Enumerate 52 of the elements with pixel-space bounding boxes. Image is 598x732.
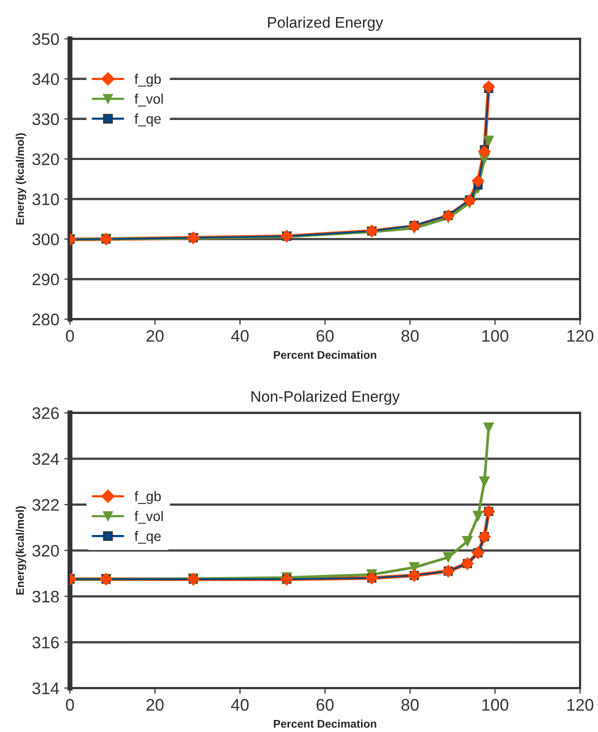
y-tick-label: 314 <box>32 682 60 694</box>
y-axis-title: Energy (kcal/mol) <box>16 133 26 225</box>
y-tick-label: 320 <box>32 153 59 166</box>
point <box>479 476 490 487</box>
point <box>472 174 484 188</box>
y-tick-label: 340 <box>32 73 59 86</box>
x-tick-label: 60 <box>316 330 334 342</box>
x-tick-label: 120 <box>567 330 594 342</box>
point <box>463 194 476 207</box>
point <box>478 145 491 158</box>
y-tick-label: 330 <box>32 113 59 126</box>
point <box>408 220 421 233</box>
point <box>483 136 494 146</box>
point <box>482 80 495 94</box>
legend-label: f_vol <box>134 510 163 524</box>
x-tick-label: 40 <box>231 698 249 711</box>
x-axis-title: Percent Decimation <box>274 350 376 359</box>
y-tick-label: 320 <box>32 544 59 557</box>
legend-label: f_qe <box>134 114 161 126</box>
x-tick-label: 60 <box>316 698 334 711</box>
y-tick-label: 350 <box>32 33 59 45</box>
y-tick-label: 310 <box>32 193 59 206</box>
x-tick-label: 0 <box>66 330 74 342</box>
x-tick-label: 0 <box>66 698 74 711</box>
x-tick-label: 80 <box>401 698 419 711</box>
chart-title: Polarized Energy <box>268 16 384 31</box>
point <box>472 510 484 522</box>
point <box>443 552 454 563</box>
y-tick-label: 318 <box>32 590 59 603</box>
y-tick-label: 316 <box>32 636 59 648</box>
x-axis-title: Percent Decimation <box>274 720 376 728</box>
y-tick-label: 324 <box>32 453 60 465</box>
legend-label: f_qe <box>134 530 161 544</box>
legend-label: f_vol <box>134 94 163 106</box>
point <box>462 536 473 547</box>
point <box>483 422 494 434</box>
y-tick-label: 322 <box>32 498 59 511</box>
x-tick-label: 100 <box>482 698 508 711</box>
x-tick-label: 80 <box>401 330 419 342</box>
y-axis-title: Energy(kcal/mol) <box>16 506 26 594</box>
legend-label: f_gb <box>134 491 161 504</box>
x-tick-label: 100 <box>482 330 508 342</box>
x-tick-label: 20 <box>146 698 164 711</box>
y-tick-label: 280 <box>32 314 59 326</box>
y-tick-label: 290 <box>32 274 59 286</box>
x-tick-label: 40 <box>231 330 249 342</box>
x-tick-label: 20 <box>146 330 164 342</box>
legend-label: f_gb <box>134 74 161 87</box>
y-tick-label: 326 <box>32 407 59 420</box>
chart-title: Non-Polarized Energy <box>252 390 400 405</box>
x-tick-label: 120 <box>567 698 594 711</box>
y-tick-label: 300 <box>32 233 59 246</box>
